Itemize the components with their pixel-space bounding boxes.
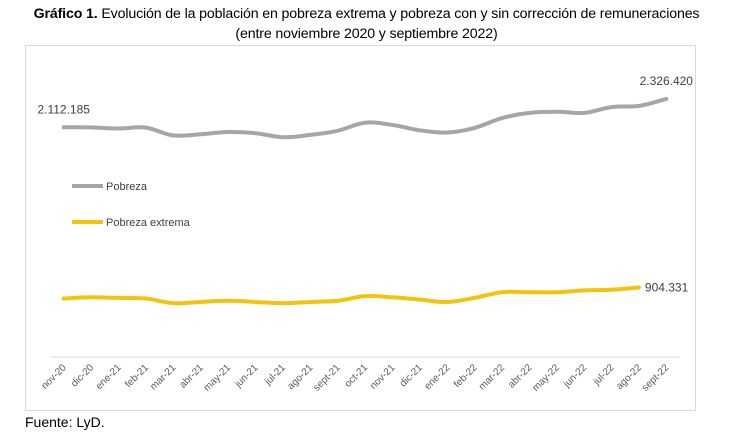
chart-title-line1: Evolución de la población en pobreza ext… bbox=[97, 6, 700, 22]
x-tick-label-feb-22: feb-22 bbox=[452, 362, 480, 390]
chart-frame bbox=[25, 45, 696, 411]
data-point-pobreza-extrema-feb-22 bbox=[473, 296, 477, 300]
data-point-pobreza-sept-22 bbox=[664, 97, 668, 101]
data-point-pobreza-abr-21 bbox=[199, 132, 203, 136]
data-point-pobreza-extrema-abr-21 bbox=[199, 300, 203, 304]
x-tick-label-feb-21: feb-21 bbox=[123, 362, 151, 390]
data-point-pobreza-ene-21 bbox=[117, 127, 121, 131]
data-point-pobreza-extrema-abr-22 bbox=[527, 290, 531, 294]
data-point-pobreza-extrema-ago-21 bbox=[308, 300, 312, 304]
data-point-pobreza-feb-21 bbox=[144, 126, 148, 130]
x-tick-label-jun-22: jun-22 bbox=[561, 362, 589, 390]
data-point-pobreza-extrema-ago-22 bbox=[637, 286, 641, 290]
data-point-pobreza-may-22 bbox=[555, 110, 559, 114]
data-labels: 2.112.185 2.326.420 904.331 bbox=[37, 74, 693, 295]
legend-label-pobreza-extrema: Pobreza extrema bbox=[106, 217, 191, 229]
data-label-pobreza-nov-20: 2.112.185 bbox=[37, 102, 90, 116]
x-tick-label-oct-21: oct-21 bbox=[343, 362, 371, 390]
data-point-pobreza-extrema-ene-22 bbox=[445, 300, 449, 304]
x-tick-label-may-21: may-21 bbox=[202, 362, 234, 394]
data-point-pobreza-extrema-dic-21 bbox=[418, 298, 422, 302]
x-tick-label-ene-22: ene-22 bbox=[423, 362, 453, 392]
data-point-pobreza-extrema-nov-20 bbox=[62, 297, 66, 301]
data-point-pobreza-extrema-feb-21 bbox=[144, 297, 148, 301]
data-point-pobreza-ene-22 bbox=[445, 131, 449, 135]
x-tick-label-jun-21: jun-21 bbox=[232, 362, 260, 390]
chart-title-bold: Gráfico 1. bbox=[33, 6, 98, 22]
data-point-pobreza-may-21 bbox=[226, 130, 230, 134]
series-line-pobreza bbox=[61, 96, 669, 140]
data-point-pobreza-extrema-jun-22 bbox=[582, 288, 586, 292]
data-point-pobreza-jul-22 bbox=[610, 105, 614, 109]
x-tick-label-may-22: may-22 bbox=[530, 362, 562, 394]
x-tick-label-mar-22: mar-22 bbox=[477, 362, 507, 392]
x-tick-label-sept-22: sept-22 bbox=[640, 362, 672, 394]
x-tick-label-sept-21: sept-21 bbox=[311, 362, 343, 394]
data-point-pobreza-extrema-nov-21 bbox=[390, 295, 394, 299]
data-point-pobreza-abr-22 bbox=[527, 111, 531, 115]
data-point-pobreza-mar-22 bbox=[500, 116, 504, 120]
data-label-pobreza-extrema-ago-22: 904.331 bbox=[645, 281, 689, 295]
x-tick-label-ago-22: ago-22 bbox=[614, 362, 644, 392]
data-point-pobreza-extrema-oct-21 bbox=[363, 294, 367, 298]
source-note: Fuente: LyD. bbox=[25, 414, 105, 430]
x-tick-label-nov-21: nov-21 bbox=[368, 362, 398, 392]
data-point-pobreza-extrema-may-22 bbox=[555, 290, 559, 294]
x-tick-label-mar-21: mar-21 bbox=[148, 362, 178, 392]
x-tick-label-ene-21: ene-21 bbox=[94, 362, 124, 392]
data-point-pobreza-ago-22 bbox=[637, 104, 641, 108]
data-point-pobreza-nov-21 bbox=[390, 123, 394, 127]
data-point-pobreza-extrema-jun-21 bbox=[253, 300, 257, 304]
data-point-pobreza-extrema-may-21 bbox=[226, 299, 230, 303]
data-point-pobreza-extrema-ene-21 bbox=[117, 296, 121, 300]
data-point-pobreza-extrema-jul-22 bbox=[610, 288, 614, 292]
data-point-pobreza-feb-22 bbox=[473, 126, 477, 130]
data-point-pobreza-extrema-mar-22 bbox=[500, 290, 504, 294]
data-label-pobreza-sept-22: 2.326.420 bbox=[640, 74, 694, 88]
series-line-pobreza-extrema bbox=[61, 285, 641, 306]
legend: Pobreza Pobreza extrema bbox=[72, 181, 191, 229]
data-point-pobreza-mar-21 bbox=[171, 133, 175, 137]
data-point-pobreza-jul-21 bbox=[281, 135, 285, 139]
legend-label-pobreza: Pobreza bbox=[106, 181, 148, 193]
data-point-pobreza-extrema-jul-21 bbox=[281, 301, 285, 305]
data-point-pobreza-oct-21 bbox=[363, 121, 367, 125]
data-point-pobreza-extrema-dic-20 bbox=[89, 295, 93, 299]
data-point-pobreza-dic-21 bbox=[418, 128, 422, 132]
data-point-pobreza-dic-20 bbox=[89, 125, 93, 129]
x-tick-label-ago-21: ago-21 bbox=[286, 362, 316, 392]
data-point-pobreza-sept-21 bbox=[336, 129, 340, 133]
data-point-pobreza-jun-21 bbox=[253, 131, 257, 135]
x-tick-label-dic-21: dic-21 bbox=[398, 362, 425, 389]
x-tick-label-nov-20: nov-20 bbox=[39, 362, 69, 392]
data-point-pobreza-nov-20 bbox=[62, 125, 66, 129]
chart-subtitle: (entre noviembre 2020 y septiembre 2022) bbox=[235, 26, 498, 42]
data-point-pobreza-jun-22 bbox=[582, 111, 586, 115]
data-point-pobreza-extrema-mar-21 bbox=[171, 301, 175, 305]
chart-title: Gráfico 1. Evolución de la población en … bbox=[0, 4, 733, 44]
data-point-pobreza-extrema-sept-21 bbox=[336, 299, 340, 303]
data-point-pobreza-ago-21 bbox=[308, 133, 312, 137]
x-tick-label-dic-20: dic-20 bbox=[69, 362, 96, 389]
series-layer bbox=[61, 96, 669, 306]
